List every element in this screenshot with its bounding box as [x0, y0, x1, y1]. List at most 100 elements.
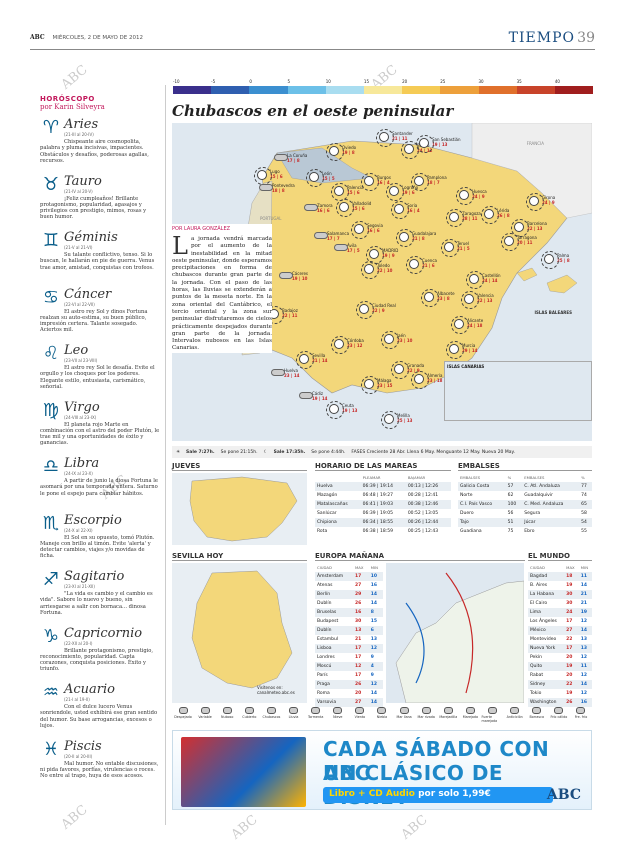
table-cell: Chipiona: [315, 518, 361, 527]
scale-swatch: [363, 86, 403, 94]
scale-swatch: [249, 86, 288, 94]
city-temp: 23 | 10: [397, 338, 413, 343]
sign-dates: (21-I al 19-II): [64, 697, 90, 702]
city-name: Cáceres: [292, 271, 309, 276]
sun-icon: [254, 167, 272, 185]
city-forecast: Valladolid 15 | 6: [352, 201, 371, 211]
table-cell: Roma: [317, 691, 330, 696]
legend-item: Fuerte marejada: [482, 707, 504, 727]
jueves-map: [172, 473, 307, 545]
europa-table: CIUDAD MAX MIN Ámsterdam 17 10 Atenas 27 16 Berlí…: [315, 563, 383, 707]
city-forecast: Teruel 21 | 5: [457, 241, 470, 251]
weather-icon: [421, 707, 431, 714]
sun-icon: ☀: [176, 449, 181, 455]
city-forecast: Cáceres 19 | 10: [292, 271, 308, 281]
sun-icon: [416, 135, 434, 153]
table-cell: 17: [353, 572, 369, 581]
table-cell: 12: [580, 673, 588, 678]
city-temp: 21 | 6: [422, 263, 435, 268]
legend-label: Variable: [198, 715, 212, 719]
table-cell: 13: [353, 626, 369, 635]
sun-icon: [411, 371, 429, 389]
table-cell: 06:39 | 19:14: [360, 482, 406, 491]
table-row: Moscú 12 4: [315, 662, 383, 671]
city-name: Málaga: [377, 378, 392, 383]
city-temp: 23 | 18: [427, 378, 443, 383]
sign-dates: (22-XII al 20-I): [64, 640, 93, 646]
label-portugal: PORTUGAL: [260, 216, 282, 221]
city-forecast: Murcia 29 | 14: [462, 343, 477, 353]
legend-item: Niebla: [371, 707, 393, 727]
table-row: Montevideo 22 13: [528, 635, 592, 644]
city-temp: 21 | 14: [312, 358, 328, 363]
zodiac-icon: ♓: [42, 738, 60, 760]
table-header-row: CIUDAD MAX MIN: [315, 563, 383, 572]
zodiac-icon: ♈: [42, 117, 60, 138]
city-forecast: Guadalajara 21 | 8: [412, 231, 436, 241]
table-cell: Guadiana: [460, 529, 482, 534]
sun-icon: [441, 239, 459, 257]
table-cell: 27: [564, 626, 579, 635]
table-cell: 22: [566, 637, 573, 642]
table-cell: 13: [578, 644, 592, 653]
city-name: Lugo: [270, 169, 280, 174]
table-cell: Dublín: [315, 626, 354, 635]
weather-icon: [377, 707, 387, 714]
temperature-scale: [173, 86, 594, 94]
sun-icon: [391, 361, 409, 379]
city-forecast: Sevilla 21 | 14: [312, 353, 327, 363]
city-forecast: Tarragona 20 | 11: [517, 235, 537, 245]
city-forecast: Oviedo 19 | 8: [342, 145, 356, 155]
table-row: Budapest 30 15: [315, 617, 383, 626]
legend-label: Mar llana: [396, 715, 412, 719]
cloud-icon: [304, 204, 318, 211]
table-cell: Los Ángeles: [530, 619, 557, 624]
table-cell: Bagdad: [528, 572, 565, 581]
table-cell: 14: [368, 590, 383, 599]
city-temp: 22 | 11: [282, 313, 298, 318]
city-forecast: Segovia 16 | 6: [367, 223, 383, 233]
city-temp: 23 | 14: [284, 373, 300, 378]
table-cell: 14: [580, 583, 588, 588]
legend-item: Despejado: [172, 707, 194, 727]
table-row: Guadiana 75 Ebro 55: [458, 527, 592, 536]
city-forecast: Málaga 23 | 15: [377, 378, 392, 388]
city-name: Segovia: [367, 223, 383, 228]
table-cell: 14: [370, 601, 378, 606]
disney-ad[interactable]: CADA SÁBADO CON ABC UN CLÁSICO DE DISNEY…: [172, 730, 592, 810]
city-temp: 22 | 10: [377, 268, 393, 273]
cloud-icon: [299, 392, 313, 399]
moon-set: Se pone 4:44h.: [311, 449, 346, 455]
scale-label: 10: [325, 79, 331, 84]
mareas-table: PLEAMAR BAJAMAR Huelva 06:39 | 19:14 00:13 |…: [315, 473, 451, 536]
table-cell: Pekín: [530, 655, 543, 660]
table-header-row: PLEAMAR BAJAMAR: [315, 473, 451, 482]
table-cell: 14: [578, 626, 592, 635]
table-cell: Duero: [460, 511, 474, 516]
sun-icon: [456, 187, 474, 205]
city-temp: 17 | 5: [347, 248, 360, 253]
scale-swatch: [211, 86, 250, 94]
canarias-inset: ISLAS CANARIAS: [444, 361, 592, 421]
table-cell: Londres: [317, 655, 335, 660]
table-cell: Dublín: [317, 601, 332, 606]
city-forecast: Soria 16 | 4: [407, 203, 420, 213]
table-row: Bruselas 16 8: [315, 608, 383, 617]
legend-label: Cubierto: [242, 715, 257, 719]
table-cell: 27: [355, 583, 362, 588]
headline: Chubascos en el oeste peninsular: [172, 102, 454, 120]
label-baleares: ISLAS BALEARES: [534, 310, 572, 315]
table-cell: París: [317, 673, 328, 678]
sign-text: Mal humor. No entable discusiones, ni pi…: [40, 760, 159, 780]
sun-icon: [376, 129, 394, 147]
table-cell: 19: [578, 608, 592, 617]
table-cell: 62: [507, 493, 514, 498]
weather-icon: [554, 707, 564, 714]
sevilla-title: SEVILLA HOY: [172, 552, 307, 561]
table-cell: 29: [353, 590, 369, 599]
scale-label: 20: [402, 79, 408, 84]
sun-icon: [326, 143, 344, 161]
table-cell: Galicia Costa: [458, 482, 506, 491]
sun-icon: [361, 173, 379, 191]
scale-swatch: [478, 86, 517, 94]
